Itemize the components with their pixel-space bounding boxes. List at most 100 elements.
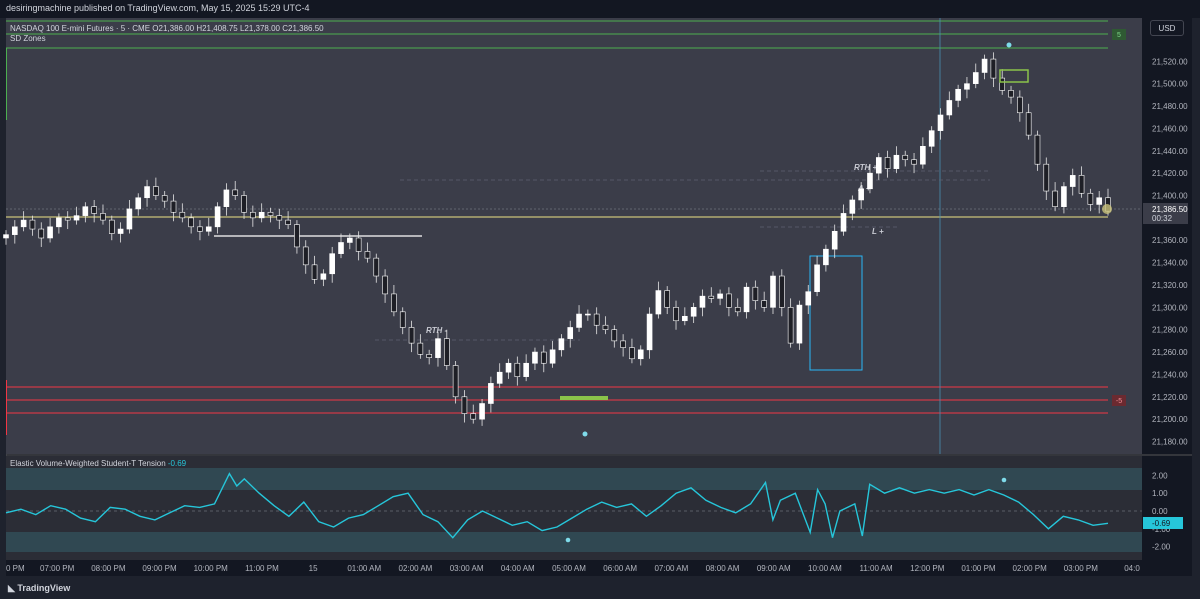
price-tick-label: 21,340.00 [1152,259,1188,268]
candle-body [875,157,882,174]
candle-body [364,251,371,259]
candle-body [108,219,115,234]
candle-body [294,224,300,248]
candle-body [267,211,274,216]
candle-body [611,329,618,342]
candle-body [858,188,864,201]
red-zone-label: -5 [1116,398,1122,405]
time-tick-label: 11:00 AM [859,564,893,573]
candle-body [276,215,283,221]
green-zone [6,20,1108,120]
time-axis[interactable] [6,560,1192,576]
last-price-tag [1143,203,1188,224]
time-tick-label: 08:00 PM [91,564,126,573]
time-ticks: 0 PM 07:00 PM 08:00 PM 09:00 PM 10:00 PM 11:0… [6,564,1140,573]
time-tick-label: 15 [309,564,318,573]
candle-body [752,286,759,301]
price-tick-label: 21,280.00 [1152,326,1188,335]
price-tick-label: 21,220.00 [1152,393,1188,402]
annotation-rth-minus: RTH - [426,326,448,335]
session-levels [375,170,990,341]
tradingview-logo-icon: ◣ [8,583,18,593]
candle-body [197,226,203,232]
candle-body [620,340,626,348]
annotation-rth-plus: RTH + [854,163,878,172]
time-tick-label: 03:00 PM [1064,564,1099,573]
candle-body [391,293,397,313]
oscillator-line [5,472,1109,539]
oscillator-legend[interactable]: Elastic Volume-Weighted Student-T Tensio… [10,459,186,468]
candle-body [38,228,45,239]
tradingview-logo[interactable]: ◣ TradingView [8,583,70,594]
price-tick-label: 21,260.00 [1152,348,1188,357]
candle-body [188,217,194,228]
time-tick-label: 10:00 AM [808,564,842,573]
currency-button[interactable]: USD [1150,20,1184,36]
time-tick-label: 06:00 AM [603,564,637,573]
low-dot [582,431,588,437]
low-marker-box [560,396,608,400]
candle-body [576,313,582,328]
candle-body [708,295,715,299]
candle-body [673,307,679,322]
osc-upper-band [6,468,1142,490]
indicator-name: SD Zones [10,34,46,43]
candle-body [779,275,785,308]
candle-body [532,351,538,364]
candlestick-series [3,52,1111,426]
price-tick-label: 21,200.00 [1152,415,1188,424]
candle-body [12,226,18,235]
candle-body [682,315,688,322]
annotation-l-plus: L + [872,227,884,236]
candle-body [355,237,362,252]
candle-body [73,215,80,221]
candle-body [1025,112,1032,136]
time-tick-label: 08:00 AM [706,564,740,573]
candle-body [514,362,521,377]
green-zone-tag [1112,29,1126,40]
candle-body [655,290,662,315]
candle-body [29,219,36,230]
price-axis[interactable] [1142,18,1192,560]
candle-body [488,383,494,404]
candle-body [629,347,635,360]
candle-body [3,234,9,239]
high-value: H21,408.75 [196,24,238,33]
candle-body [1017,96,1023,114]
price-tick-label: 21,520.00 [1152,57,1188,66]
time-tick-label: 07:00 AM [654,564,688,573]
price-pane[interactable] [6,18,1142,454]
candle-body [761,300,767,308]
candle-body [558,338,565,351]
symbol-name: NASDAQ 100 E-mini Futures · 5 · CME [10,24,151,33]
close-value: C21,386.50 [282,24,324,33]
price-tick-label: 21,440.00 [1152,147,1188,156]
candle-body [593,313,600,326]
time-tick-label: 09:00 AM [757,564,791,573]
footer-bar [0,578,1200,599]
high-dot [1006,42,1012,48]
candle-body [399,311,406,328]
high-marker-box [999,69,1029,83]
candle-body [567,327,574,339]
symbol-legend[interactable]: NASDAQ 100 E-mini Futures · 5 · CME O21,… [10,24,324,33]
candle-body [479,403,485,420]
candle-body [1069,175,1076,187]
candle-body [981,58,988,73]
candle-body [408,327,415,344]
indicator-legend[interactable]: SD Zones [10,34,46,43]
time-tick-label: 05:00 AM [552,564,586,573]
candle-body [320,273,327,280]
osc-tick-label: 1.00 [1152,489,1168,498]
time-tick-label: 04:0 [1124,564,1140,573]
osc-ticks: 2.00 1.00 0.00 -1.00 -2.00 [1152,471,1171,551]
candle-body [223,189,230,207]
time-tick-label: 07:00 PM [40,564,75,573]
candle-body [153,186,159,196]
candle-body [664,290,671,308]
candle-body [100,213,106,221]
candle-body [452,365,459,398]
candle-body [540,351,547,364]
red-zone [6,380,1108,435]
